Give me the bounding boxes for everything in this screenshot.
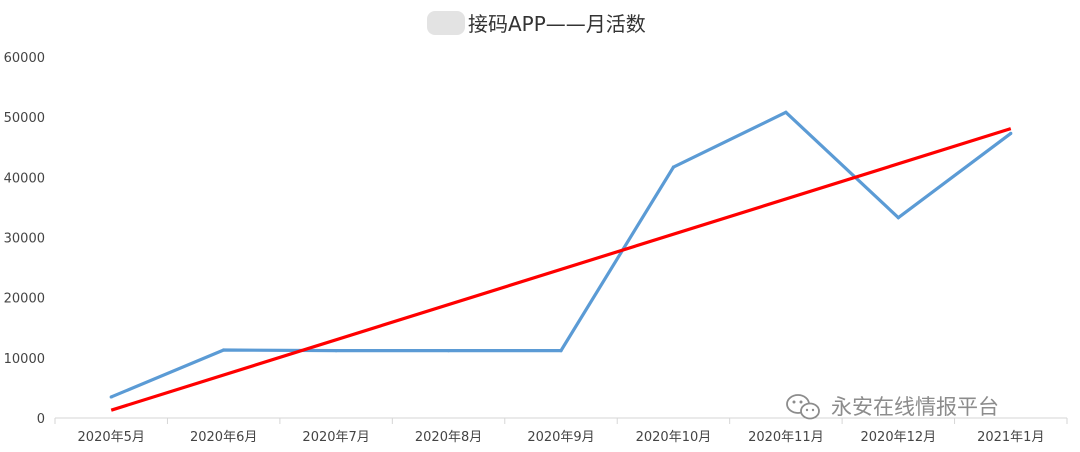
data-point xyxy=(334,349,338,353)
x-tick-label: 2020年12月 xyxy=(861,430,937,445)
y-tick-label: 0 xyxy=(37,412,45,427)
data-point xyxy=(109,395,113,399)
watermark-text: 永安在线情报平台 xyxy=(831,395,999,419)
trend-line xyxy=(110,127,1012,412)
data-point xyxy=(671,165,676,169)
x-tick-label: 2021年1月 xyxy=(977,430,1044,445)
trendline-layer xyxy=(110,127,1012,412)
x-tick-label: 2020年6月 xyxy=(190,430,257,445)
x-tick-label: 2020年8月 xyxy=(415,430,482,445)
y-tick-label: 10000 xyxy=(4,352,45,367)
data-point xyxy=(222,348,226,352)
series-layer xyxy=(109,110,1013,399)
y-axis: 0 10000 20000 30000 40000 50000 60000 xyxy=(4,51,45,427)
y-tick-label: 20000 xyxy=(4,292,45,307)
x-tick-label: 2020年10月 xyxy=(636,430,712,445)
watermark: 永安在线情报平台 xyxy=(786,394,999,420)
data-point xyxy=(896,216,900,220)
series-line xyxy=(110,110,1012,399)
x-tick-label: 2020年5月 xyxy=(78,430,145,445)
wechat-icon xyxy=(786,394,820,420)
y-tick-label: 30000 xyxy=(4,232,45,247)
chart-title-text: 接码APP——月活数 xyxy=(468,12,646,36)
y-tick-label: 60000 xyxy=(4,51,45,66)
data-point xyxy=(1009,131,1013,136)
blurred-title-prefix xyxy=(427,11,465,35)
x-tick-label: 2020年7月 xyxy=(302,430,369,445)
y-tick-label: 40000 xyxy=(4,171,45,186)
x-tick-label: 2020年11月 xyxy=(748,430,824,445)
data-point xyxy=(446,349,451,353)
data-point xyxy=(559,349,563,353)
x-axis: 2020年5月 2020年6月 2020年7月 2020年8月 2020年9月 2020年… xyxy=(54,417,1068,445)
chart-title: 接码APP——月活数 xyxy=(427,11,646,36)
data-point xyxy=(784,110,788,114)
y-tick-label: 50000 xyxy=(4,111,45,126)
x-tick-label: 2020年9月 xyxy=(527,430,594,445)
